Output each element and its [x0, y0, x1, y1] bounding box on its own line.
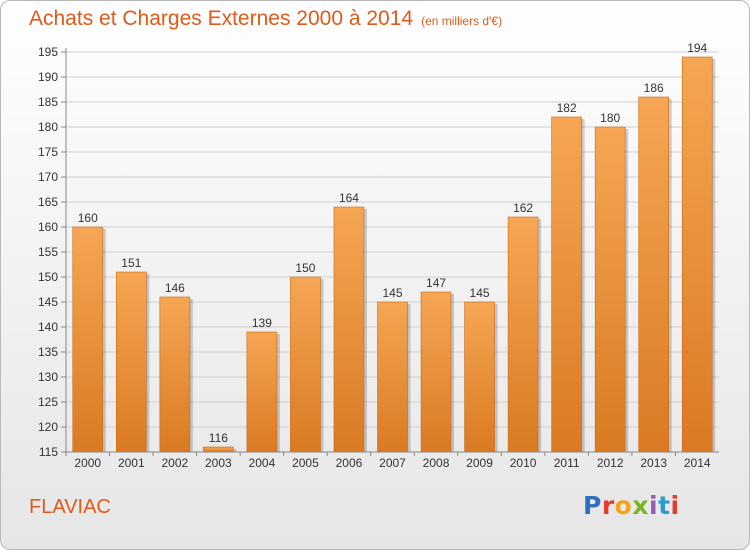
y-tick-label: 115 — [39, 445, 58, 459]
y-tick-label: 140 — [38, 320, 58, 334]
bars — [72, 56, 713, 453]
data-label-2011: 182 — [557, 101, 577, 115]
bar-2003 — [203, 446, 234, 453]
bar-2012 — [594, 126, 626, 453]
axes — [65, 48, 719, 453]
y-tick-label: 190 — [38, 70, 58, 84]
bar-2007 — [377, 301, 408, 453]
chart-title: Achats et Charges Externes 2000 à 2014 (e… — [29, 7, 502, 31]
data-label-2007: 145 — [382, 286, 402, 300]
x-tick-label-2009: 2009 — [466, 456, 493, 470]
x-tick-label-2003: 2003 — [205, 456, 232, 470]
logo-letter: i — [670, 491, 680, 520]
y-tick-label: 155 — [38, 245, 58, 259]
logo-letter: o — [614, 491, 633, 520]
data-label-2001: 151 — [121, 256, 141, 270]
x-tick-label-2006: 2006 — [336, 456, 363, 470]
x-tick-label-2005: 2005 — [292, 456, 319, 470]
bar-2004 — [246, 331, 278, 453]
y-tick-label: 125 — [38, 395, 58, 409]
data-label-2000: 160 — [78, 211, 98, 225]
data-label-2012: 180 — [600, 111, 620, 125]
logo-letter: t — [658, 491, 671, 520]
bar-2001 — [116, 271, 147, 453]
x-tick-label-2000: 2000 — [74, 456, 101, 470]
y-tick-label: 180 — [38, 120, 58, 134]
x-tick-label-2001: 2001 — [118, 456, 145, 470]
data-label-2014: 194 — [687, 41, 707, 55]
bar-2002 — [159, 296, 191, 453]
y-tick-label: 120 — [38, 420, 58, 434]
bar-2010 — [507, 216, 539, 453]
y-tick-label: 170 — [38, 170, 58, 184]
x-tick-label-2007: 2007 — [379, 456, 406, 470]
x-tick-label-2002: 2002 — [161, 456, 188, 470]
data-label-2005: 150 — [295, 261, 315, 275]
bar-2011 — [551, 116, 582, 453]
bar-2006 — [333, 206, 365, 453]
chart-subtitle: (en milliers d'€) — [421, 14, 503, 28]
y-tick-label: 165 — [38, 195, 58, 209]
logo-letter: P — [583, 491, 602, 520]
x-tick-label-2008: 2008 — [423, 456, 450, 470]
y-tick-label: 135 — [38, 345, 58, 359]
data-label-2009: 145 — [470, 286, 490, 300]
x-tick-labels: 2000 2001 2002 2003 2004 2005 2006 2007 2008 2009… — [65, 452, 711, 470]
x-tick-label-2013: 2013 — [640, 456, 667, 470]
x-tick-label-2010: 2010 — [510, 456, 537, 470]
bar-2008 — [420, 291, 452, 453]
x-tick-label-2012: 2012 — [597, 456, 624, 470]
y-tick-label: 160 — [38, 220, 58, 234]
commune-name: FLAVIAC — [29, 496, 111, 518]
logo-letter: i — [649, 491, 659, 520]
data-label-2003: 116 — [209, 431, 228, 445]
data-label-2008: 147 — [426, 276, 446, 290]
data-label-2004: 139 — [252, 316, 272, 330]
logo-letter: x — [632, 491, 649, 520]
data-label-2010: 162 — [513, 201, 533, 215]
chart-title-text: Achats et Charges Externes 2000 à 2014 — [29, 7, 414, 30]
bar-2013 — [638, 96, 670, 453]
y-tick-labels: 115 120 125 130 135 140 145 150 155 160 165 170 175 1… — [38, 45, 58, 459]
bar-2000 — [72, 226, 104, 453]
data-label-2013: 186 — [644, 81, 664, 95]
logo-letter: r — [601, 491, 615, 520]
data-labels: 160 151 146 116 139 150 164 145 147 145 162 182 180 1… — [78, 41, 708, 445]
data-label-2002: 146 — [165, 281, 185, 295]
x-tick-label-2011: 2011 — [554, 456, 580, 470]
y-tick-label: 150 — [38, 270, 58, 284]
y-tick-label: 130 — [38, 370, 58, 384]
bar-2014 — [681, 56, 713, 453]
data-label-2006: 164 — [339, 191, 359, 205]
y-tick-label: 145 — [38, 295, 58, 309]
y-tick-label: 185 — [38, 95, 58, 109]
x-tick-label-2014: 2014 — [684, 456, 711, 470]
y-tick-label: 195 — [38, 45, 58, 59]
x-tick-label-2004: 2004 — [249, 456, 276, 470]
bar-2005 — [290, 276, 321, 453]
proxiti-logo: Proxiti — [583, 491, 680, 520]
bar-2009 — [464, 301, 495, 453]
y-tick-label: 175 — [38, 145, 58, 159]
